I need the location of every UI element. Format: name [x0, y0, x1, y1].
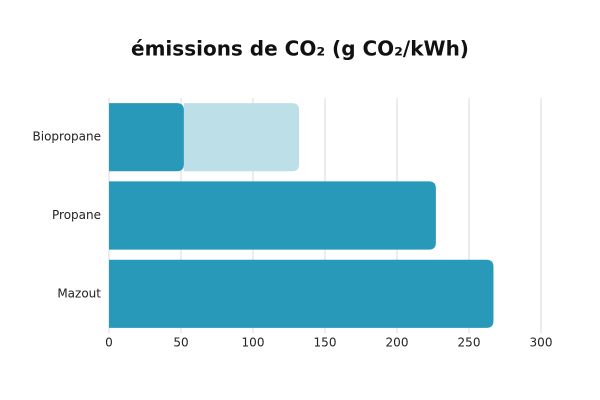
y-tick-label: Mazout: [57, 286, 101, 300]
bar: [183, 103, 300, 172]
bar: [109, 259, 494, 328]
x-tick-label: 250: [458, 336, 481, 350]
x-tick-label: 200: [386, 336, 409, 350]
x-tick-label: 150: [314, 336, 337, 350]
chart-title: émissions de CO₂ (g CO₂/kWh): [131, 37, 469, 61]
x-tick-label: 0: [105, 336, 113, 350]
x-tick-label: 50: [173, 336, 188, 350]
bar: [109, 181, 436, 250]
y-tick-label: Biopropane: [33, 130, 102, 144]
x-tick-label: 100: [242, 336, 265, 350]
y-tick-label: Propane: [52, 208, 101, 222]
bar: [109, 103, 184, 172]
x-tick-label: 300: [530, 336, 553, 350]
